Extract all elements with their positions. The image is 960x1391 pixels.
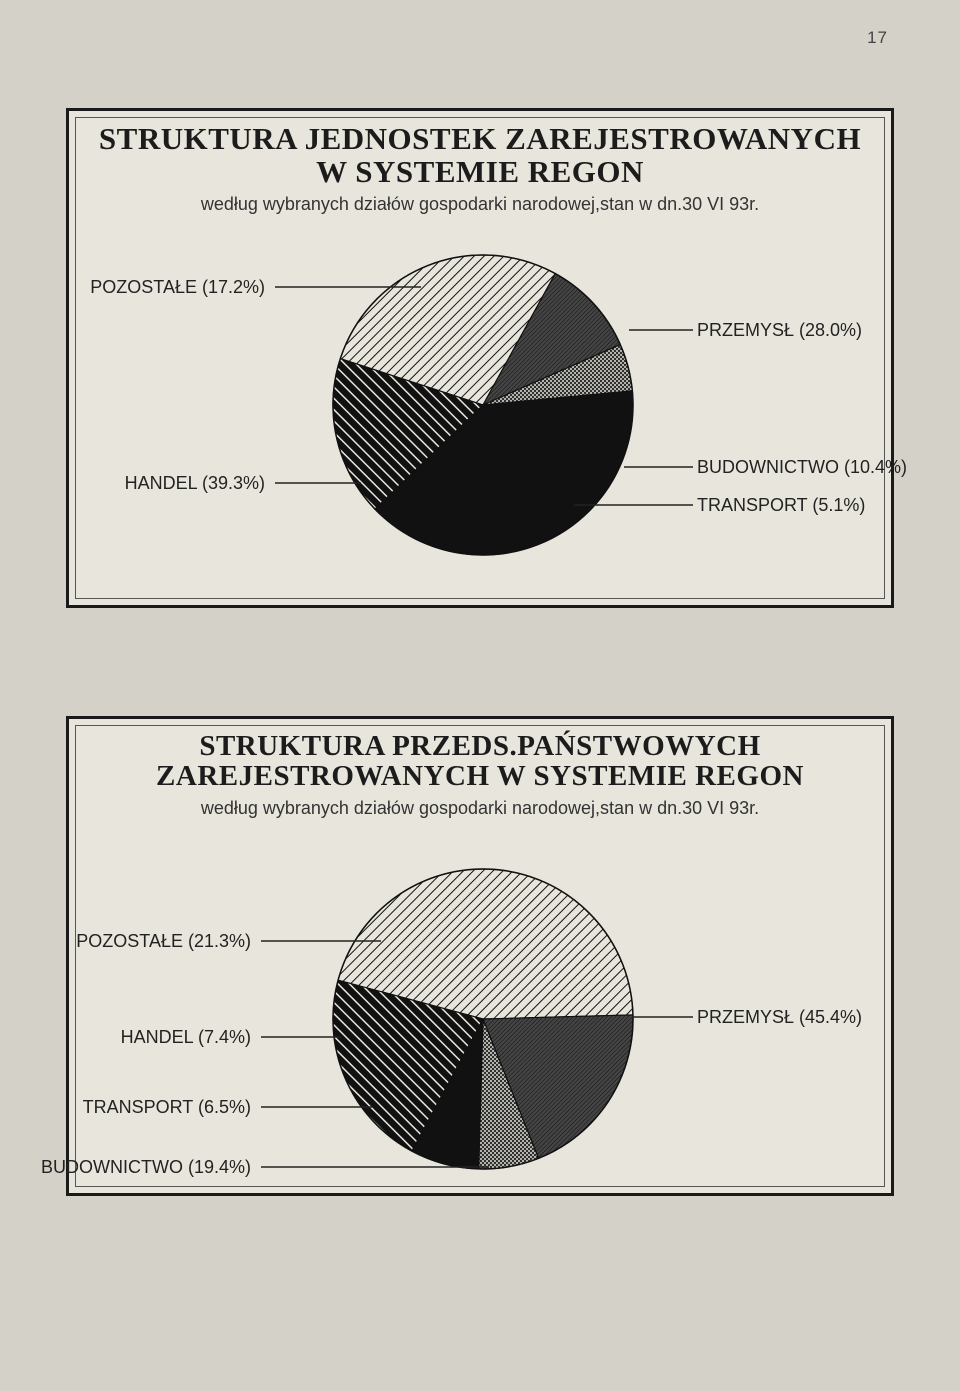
page-number: 17 [867, 28, 888, 48]
slice-label-budownictwo: BUDOWNICTWO (19.4%) [41, 1157, 251, 1178]
slice-label-pozostałe: POZOSTAŁE (17.2%) [90, 277, 265, 298]
chart-panel-2: STRUKTURA PRZEDS.PAŃSTWOWYCH ZAREJESTROW… [66, 716, 894, 1196]
slice-label-pozostałe: POZOSTAŁE (21.3%) [76, 931, 251, 952]
slice-label-transport: TRANSPORT (5.1%) [697, 495, 865, 516]
chart2-area: PRZEMYSŁ (45.4%)BUDOWNICTWO (19.4%)TRANS… [69, 829, 891, 1189]
slice-label-budownictwo: BUDOWNICTWO (10.4%) [697, 457, 907, 478]
slice-label-handel: HANDEL (39.3%) [125, 473, 265, 494]
slice-label-przemysł: PRZEMYSŁ (28.0%) [697, 320, 862, 341]
chart1-area: PRZEMYSŁ (28.0%)BUDOWNICTWO (10.4%)TRANS… [69, 225, 891, 585]
slice-label-transport: TRANSPORT (6.5%) [83, 1097, 251, 1118]
slice-label-przemysł: PRZEMYSŁ (45.4%) [697, 1007, 862, 1028]
slice-label-handel: HANDEL (7.4%) [121, 1027, 251, 1048]
chart-panel-1: STRUKTURA JEDNOSTEK ZAREJESTROWANYCH W S… [66, 108, 894, 608]
